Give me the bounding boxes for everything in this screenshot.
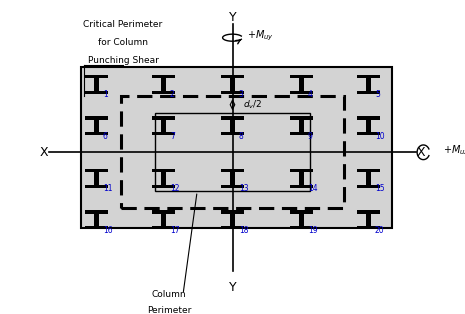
Bar	[85, 116, 108, 120]
Bar	[94, 120, 99, 132]
Bar	[299, 172, 304, 185]
Bar	[85, 169, 108, 172]
Bar	[230, 78, 235, 91]
Text: 18: 18	[239, 226, 248, 235]
Text: 1: 1	[103, 90, 107, 100]
Text: 9: 9	[308, 132, 312, 141]
Text: 12: 12	[170, 184, 179, 193]
Bar	[299, 120, 304, 132]
Bar	[290, 210, 313, 214]
Text: $d_v/2$: $d_v/2$	[243, 99, 262, 111]
Bar	[290, 91, 313, 94]
Bar	[366, 78, 371, 91]
Text: 19: 19	[308, 226, 318, 235]
Bar	[357, 75, 380, 78]
Text: 6: 6	[103, 132, 108, 141]
Bar	[290, 132, 313, 135]
Bar	[230, 172, 235, 185]
Bar	[152, 132, 175, 135]
Bar	[357, 185, 380, 188]
Bar	[290, 185, 313, 188]
Bar	[357, 226, 380, 230]
Bar	[221, 210, 244, 214]
Bar	[357, 91, 380, 94]
Text: 4: 4	[308, 90, 312, 100]
Bar	[366, 214, 371, 226]
Text: 13: 13	[239, 184, 248, 193]
Bar	[221, 91, 244, 94]
Bar	[152, 169, 175, 172]
Bar	[121, 96, 344, 208]
Bar	[161, 120, 166, 132]
Bar	[85, 132, 108, 135]
Text: X: X	[40, 146, 49, 159]
Bar	[357, 116, 380, 120]
Bar	[85, 91, 108, 94]
Bar	[221, 116, 244, 120]
Text: Y: Y	[229, 11, 236, 24]
Text: for Column: for Column	[98, 38, 148, 47]
Text: 8: 8	[239, 132, 244, 141]
Text: Column: Column	[152, 290, 186, 299]
Bar	[152, 210, 175, 214]
Bar	[290, 169, 313, 172]
Bar	[152, 226, 175, 230]
Bar	[221, 226, 244, 230]
Text: X: X	[416, 146, 425, 159]
Bar	[357, 169, 380, 172]
Bar	[290, 116, 313, 120]
Bar	[221, 185, 244, 188]
Bar	[94, 172, 99, 185]
Bar	[152, 91, 175, 94]
Bar	[85, 226, 108, 230]
Text: 16: 16	[103, 226, 113, 235]
Text: 10: 10	[375, 132, 385, 141]
Text: 11: 11	[103, 184, 113, 193]
Bar	[152, 75, 175, 78]
Bar	[230, 214, 235, 226]
Bar	[221, 75, 244, 78]
Text: 5: 5	[375, 90, 380, 100]
Bar	[299, 78, 304, 91]
Bar	[152, 116, 175, 120]
Bar	[299, 214, 304, 226]
Bar	[161, 214, 166, 226]
Bar	[161, 172, 166, 185]
Bar	[94, 78, 99, 91]
Text: $+M_{ux}$: $+M_{ux}$	[443, 143, 465, 157]
Text: 17: 17	[170, 226, 179, 235]
Bar	[161, 78, 166, 91]
Text: 2: 2	[170, 90, 175, 100]
Bar	[221, 132, 244, 135]
Bar	[94, 214, 99, 226]
Text: 14: 14	[308, 184, 318, 193]
Text: Punching Shear: Punching Shear	[87, 56, 159, 65]
Bar	[366, 120, 371, 132]
Bar	[152, 185, 175, 188]
Bar	[80, 68, 392, 228]
Text: 3: 3	[239, 90, 244, 100]
Bar	[366, 172, 371, 185]
Text: Critical Perimeter: Critical Perimeter	[83, 19, 163, 29]
Text: 15: 15	[375, 184, 385, 193]
Text: Perimeter: Perimeter	[146, 306, 191, 314]
Bar	[221, 169, 244, 172]
Bar	[85, 75, 108, 78]
Text: 20: 20	[375, 226, 385, 235]
Bar	[85, 210, 108, 214]
Bar	[230, 120, 235, 132]
Bar	[155, 113, 310, 191]
Text: 7: 7	[170, 132, 175, 141]
Bar	[85, 185, 108, 188]
Bar	[290, 226, 313, 230]
Bar	[290, 75, 313, 78]
Text: Y: Y	[229, 281, 236, 294]
Text: $+M_{uy}$: $+M_{uy}$	[246, 28, 273, 43]
Bar	[357, 210, 380, 214]
Bar	[357, 132, 380, 135]
